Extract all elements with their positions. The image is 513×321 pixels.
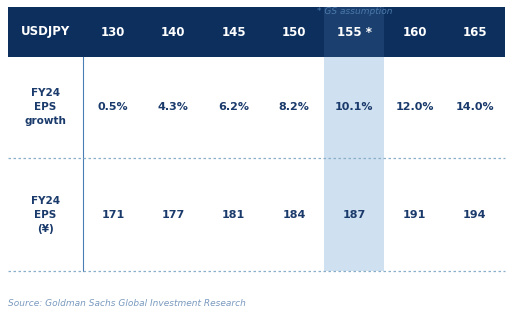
Text: 194: 194: [463, 210, 487, 220]
Text: 140: 140: [161, 25, 186, 39]
Text: FY24
EPS
growth: FY24 EPS growth: [25, 89, 67, 126]
Text: Source: Goldman Sachs Global Investment Research: Source: Goldman Sachs Global Investment …: [8, 299, 246, 308]
Text: 160: 160: [402, 25, 427, 39]
Text: 14.0%: 14.0%: [456, 102, 494, 112]
Text: 12.0%: 12.0%: [396, 102, 434, 112]
Text: 184: 184: [282, 210, 306, 220]
Text: 150: 150: [282, 25, 306, 39]
Text: 8.2%: 8.2%: [279, 102, 309, 112]
Text: 4.3%: 4.3%: [158, 102, 189, 112]
Text: 181: 181: [222, 210, 245, 220]
Text: 10.1%: 10.1%: [335, 102, 373, 112]
Text: 177: 177: [162, 210, 185, 220]
Text: 0.5%: 0.5%: [98, 102, 128, 112]
Text: FY24
EPS
(¥): FY24 EPS (¥): [31, 195, 60, 233]
Text: 171: 171: [102, 210, 125, 220]
Text: 165: 165: [463, 25, 487, 39]
Text: 155 *: 155 *: [337, 25, 372, 39]
Text: 6.2%: 6.2%: [218, 102, 249, 112]
Bar: [8, 7, 505, 57]
Text: 187: 187: [343, 210, 366, 220]
Text: 145: 145: [222, 25, 246, 39]
Bar: [324, 7, 384, 57]
Text: 130: 130: [101, 25, 125, 39]
Text: * GS assumption: * GS assumption: [317, 7, 392, 16]
Bar: [324, 57, 384, 271]
Text: USDJPY: USDJPY: [21, 25, 70, 39]
Text: 191: 191: [403, 210, 426, 220]
